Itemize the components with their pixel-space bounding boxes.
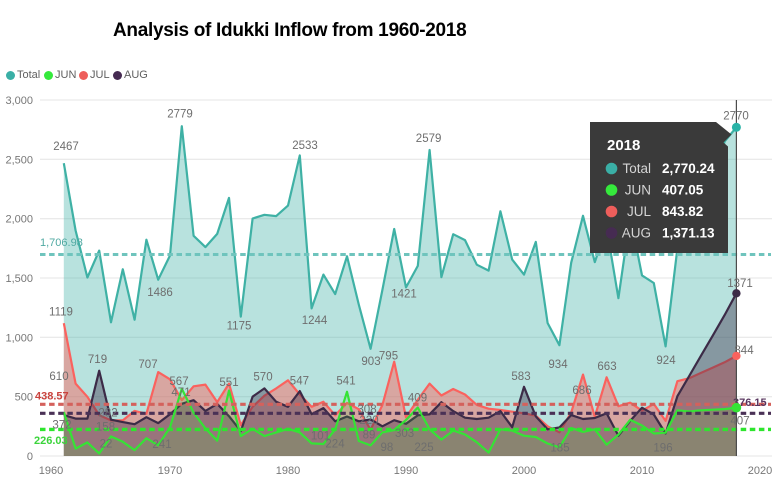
svg-text:934: 934 [548, 359, 568, 371]
svg-text:1119: 1119 [49, 307, 73, 319]
svg-text:1,500: 1,500 [5, 273, 33, 285]
svg-text:Total: Total [622, 161, 651, 176]
svg-text:438.57: 438.57 [35, 391, 69, 403]
svg-text:2579: 2579 [416, 133, 442, 145]
svg-text:226.03: 226.03 [34, 435, 68, 447]
svg-text:2,770.24: 2,770.24 [662, 161, 715, 176]
svg-text:158: 158 [96, 422, 115, 434]
svg-text:220: 220 [359, 415, 378, 427]
svg-text:686: 686 [572, 385, 591, 397]
svg-text:2010: 2010 [630, 465, 654, 477]
svg-text:409: 409 [408, 393, 427, 405]
svg-text:308: 308 [357, 404, 376, 416]
svg-text:2,000: 2,000 [5, 214, 33, 226]
svg-text:376.15: 376.15 [733, 397, 767, 409]
svg-text:2000: 2000 [512, 465, 536, 477]
svg-text:241: 241 [152, 439, 171, 451]
svg-text:89: 89 [363, 429, 376, 441]
svg-text:98: 98 [381, 442, 394, 454]
svg-text:663: 663 [597, 361, 616, 373]
svg-text:471: 471 [171, 387, 190, 399]
svg-text:567: 567 [169, 376, 188, 388]
svg-text:707: 707 [138, 359, 157, 371]
svg-text:551: 551 [219, 377, 238, 389]
svg-text:583: 583 [511, 371, 530, 383]
svg-text:547: 547 [290, 375, 309, 387]
svg-text:1,371.13: 1,371.13 [662, 226, 715, 241]
svg-text:0: 0 [27, 451, 33, 463]
svg-text:1970: 1970 [158, 465, 182, 477]
svg-text:2770: 2770 [723, 111, 749, 123]
svg-text:1371: 1371 [727, 278, 753, 290]
svg-text:2533: 2533 [292, 140, 318, 152]
svg-text:101: 101 [311, 431, 330, 443]
svg-text:2018: 2018 [607, 137, 640, 154]
svg-text:719: 719 [88, 354, 107, 366]
svg-text:372: 372 [52, 420, 71, 432]
svg-text:843.82: 843.82 [662, 204, 703, 219]
svg-text:1980: 1980 [276, 465, 300, 477]
svg-text:1,000: 1,000 [5, 332, 33, 344]
svg-text:1990: 1990 [394, 465, 418, 477]
svg-text:225: 225 [414, 442, 433, 454]
svg-text:924: 924 [656, 355, 676, 367]
svg-text:541: 541 [336, 375, 355, 387]
svg-text:JUL: JUL [627, 204, 651, 219]
svg-text:196: 196 [653, 443, 672, 455]
svg-text:22: 22 [100, 439, 113, 451]
svg-text:3,000: 3,000 [5, 95, 33, 107]
svg-text:407: 407 [730, 415, 749, 427]
svg-text:1486: 1486 [147, 287, 173, 299]
svg-text:795: 795 [379, 351, 398, 363]
svg-text:1421: 1421 [391, 289, 417, 301]
svg-text:224: 224 [325, 439, 345, 451]
svg-text:1960: 1960 [39, 465, 63, 477]
svg-text:2779: 2779 [167, 109, 193, 121]
svg-text:2020: 2020 [748, 465, 772, 477]
svg-text:407.05: 407.05 [662, 183, 704, 198]
svg-text:610: 610 [49, 371, 68, 383]
svg-text:1,706.98: 1,706.98 [40, 237, 83, 249]
svg-text:500: 500 [15, 392, 33, 404]
svg-text:AUG: AUG [622, 226, 651, 241]
svg-text:185: 185 [550, 442, 569, 454]
svg-text:JUN: JUN [625, 183, 651, 198]
svg-text:303: 303 [395, 428, 414, 440]
svg-text:282: 282 [98, 407, 117, 419]
svg-text:570: 570 [253, 372, 272, 384]
svg-text:1175: 1175 [227, 321, 252, 333]
svg-text:903: 903 [361, 356, 380, 368]
svg-text:2,500: 2,500 [5, 154, 33, 166]
svg-text:1244: 1244 [302, 315, 328, 327]
svg-text:2467: 2467 [53, 141, 79, 153]
